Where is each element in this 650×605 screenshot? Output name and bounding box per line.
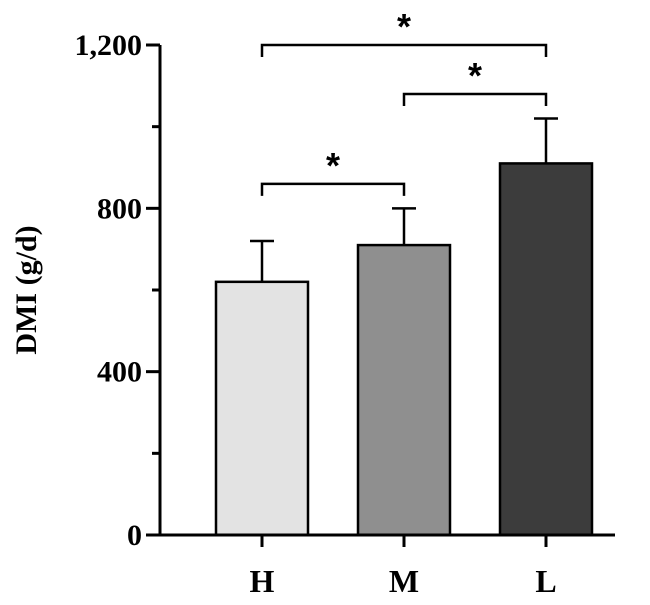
x-tick-label-h: H — [250, 563, 275, 599]
y-tick-label-800: 800 — [97, 192, 142, 225]
sig-bracket-h-l — [260, 43, 548, 57]
bar-h — [214, 280, 310, 537]
y-tick-label-400: 400 — [97, 356, 142, 389]
x-tick-label-m: M — [389, 563, 419, 599]
y-tick-label-1200: 1,200 — [75, 29, 143, 62]
bar-m — [356, 243, 452, 537]
sig-bracket-h-m — [260, 182, 406, 196]
y-tick-label-0: 0 — [127, 519, 142, 552]
sig-bracket-m-l — [402, 92, 548, 106]
sig-bracket-m-l-star: * — [468, 55, 482, 96]
y-axis-label: DMI (g/d) — [10, 225, 43, 354]
significance-layer: * * * — [260, 6, 548, 196]
sig-bracket-h-m-star: * — [326, 145, 340, 186]
ticks-layer: 0 400 800 1,200 — [75, 29, 160, 552]
x-tick-label-l: L — [535, 563, 556, 599]
bar-l — [498, 162, 594, 537]
sig-bracket-h-l-star: * — [397, 6, 411, 47]
